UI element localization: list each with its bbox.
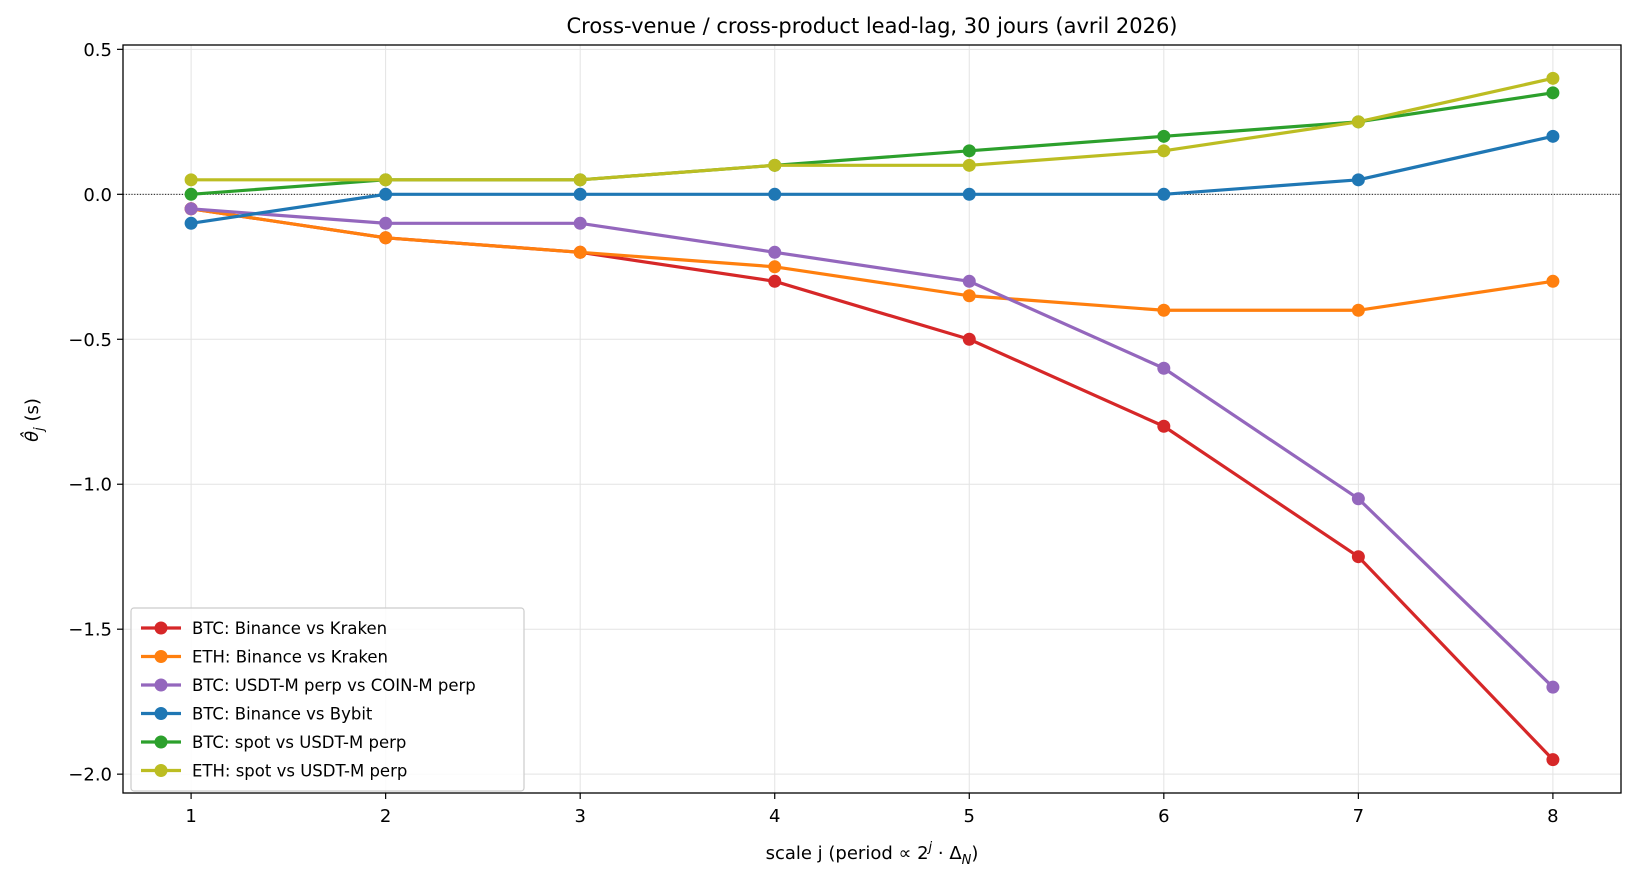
series-6 [184, 71, 1560, 187]
legend-swatch-marker [154, 621, 168, 635]
data-point [962, 144, 976, 158]
data-point [184, 187, 198, 201]
y-axis-ticks: 0.5 0.0 −0.5 −1.0 −1.5 −2.0 [68, 40, 123, 786]
y-tick-label: −2.0 [68, 765, 112, 786]
data-point [184, 173, 198, 187]
data-point [768, 158, 782, 172]
data-point [768, 245, 782, 259]
x-title-sub: N [962, 853, 972, 868]
data-point [1546, 86, 1560, 100]
data-point [379, 187, 393, 201]
legend-swatch-marker [154, 650, 168, 663]
x-axis-title: scale j (period ∝ 2j · ΔN) [766, 840, 979, 868]
data-point [379, 216, 393, 230]
plot-area-frame [122, 44, 1622, 794]
y-tick-label: −1.0 [68, 475, 112, 496]
legend-label: ETH: spot vs USDT-M perp [192, 762, 407, 781]
data-point [1546, 71, 1560, 85]
data-point [184, 216, 198, 230]
y-title-post: (s) [22, 398, 43, 427]
legend-item: BTC: Binance vs Kraken [141, 619, 387, 638]
legend: BTC: Binance vs Kraken ETH: Binance vs Kr… [130, 607, 525, 792]
x-tick-label: 5 [964, 806, 975, 827]
data-point [768, 187, 782, 201]
legend-box [130, 607, 525, 792]
series-4 [184, 129, 1560, 230]
series-line [189, 134, 1555, 225]
data-point [962, 289, 976, 303]
x-tick-label: 8 [1547, 806, 1558, 827]
y-title-sub: j [32, 427, 47, 433]
legend-label: BTC: Binance vs Bybit [192, 705, 373, 724]
data-point [573, 245, 587, 259]
legend-item: BTC: USDT-M perp vs COIN-M perp [141, 676, 476, 695]
x-title-post: ) [971, 843, 978, 864]
series-group [184, 71, 1560, 767]
data-point [962, 158, 976, 172]
x-tick-label: 4 [769, 806, 780, 827]
data-point [184, 202, 198, 216]
data-point [1351, 492, 1365, 506]
x-title-mid: · Δ [932, 843, 962, 864]
x-tick-label: 2 [380, 806, 391, 827]
data-point [1546, 753, 1560, 767]
x-tick-label: 3 [574, 806, 585, 827]
legend-label: ETH: Binance vs Kraken [192, 648, 388, 667]
legend-item: BTC: spot vs USDT-M perp [141, 733, 406, 752]
x-tick-label: 1 [185, 806, 196, 827]
data-point [1351, 173, 1365, 187]
series-line [189, 207, 1555, 689]
legend-label: BTC: spot vs USDT-M perp [192, 733, 406, 752]
legend-label: BTC: Binance vs Kraken [192, 619, 387, 638]
legend-swatch-marker [154, 764, 168, 777]
legend-swatch-marker [154, 707, 168, 720]
data-point [768, 260, 782, 274]
data-point [379, 231, 393, 245]
data-point [379, 173, 393, 187]
y-tick-label: −1.5 [68, 620, 112, 641]
legend-swatch-marker [154, 678, 168, 692]
data-point [1157, 361, 1171, 375]
data-point [573, 187, 587, 201]
data-point [1351, 550, 1365, 564]
y-tick-label: −0.5 [68, 330, 112, 351]
x-title-prop: ∝ 2 [899, 843, 929, 864]
x-title-sup: j [927, 840, 933, 855]
data-point [1157, 144, 1171, 158]
y-tick-label: 0.0 [83, 185, 112, 206]
legend-swatch-marker [154, 735, 168, 749]
legend-label: BTC: USDT-M perp vs COIN-M perp [192, 676, 476, 695]
legend-item: BTC: Binance vs Bybit [141, 705, 373, 724]
data-point [1546, 680, 1560, 694]
data-point [962, 274, 976, 288]
x-tick-label: 6 [1158, 806, 1169, 827]
y-tick-label: 0.5 [83, 40, 112, 61]
data-point [1157, 419, 1171, 433]
data-point [573, 173, 587, 187]
data-point [768, 274, 782, 288]
legend-item: ETH: Binance vs Kraken [141, 648, 388, 667]
data-point [573, 216, 587, 230]
data-point [1157, 303, 1171, 317]
y-axis-title: θ̂j (s) [20, 398, 47, 442]
data-point [1546, 129, 1560, 143]
x-tick-label: 7 [1353, 806, 1364, 827]
data-point [1157, 129, 1171, 143]
x-axis-ticks: 1 2 3 4 5 6 7 8 [185, 793, 1559, 827]
chart-title: Cross-venue / cross-product lead-lag, 30… [566, 14, 1177, 38]
data-point [962, 187, 976, 201]
data-point [1351, 303, 1365, 317]
series-3 [184, 202, 1560, 694]
data-point [962, 332, 976, 346]
data-point [1546, 274, 1560, 288]
series-line [189, 207, 1555, 312]
data-point [1351, 115, 1365, 129]
x-title-pre: scale j (period [766, 843, 899, 864]
data-point [1157, 187, 1171, 201]
y-title-theta: θ̂ [20, 431, 43, 442]
legend-item: ETH: spot vs USDT-M perp [141, 762, 407, 781]
series-line [189, 76, 1555, 182]
